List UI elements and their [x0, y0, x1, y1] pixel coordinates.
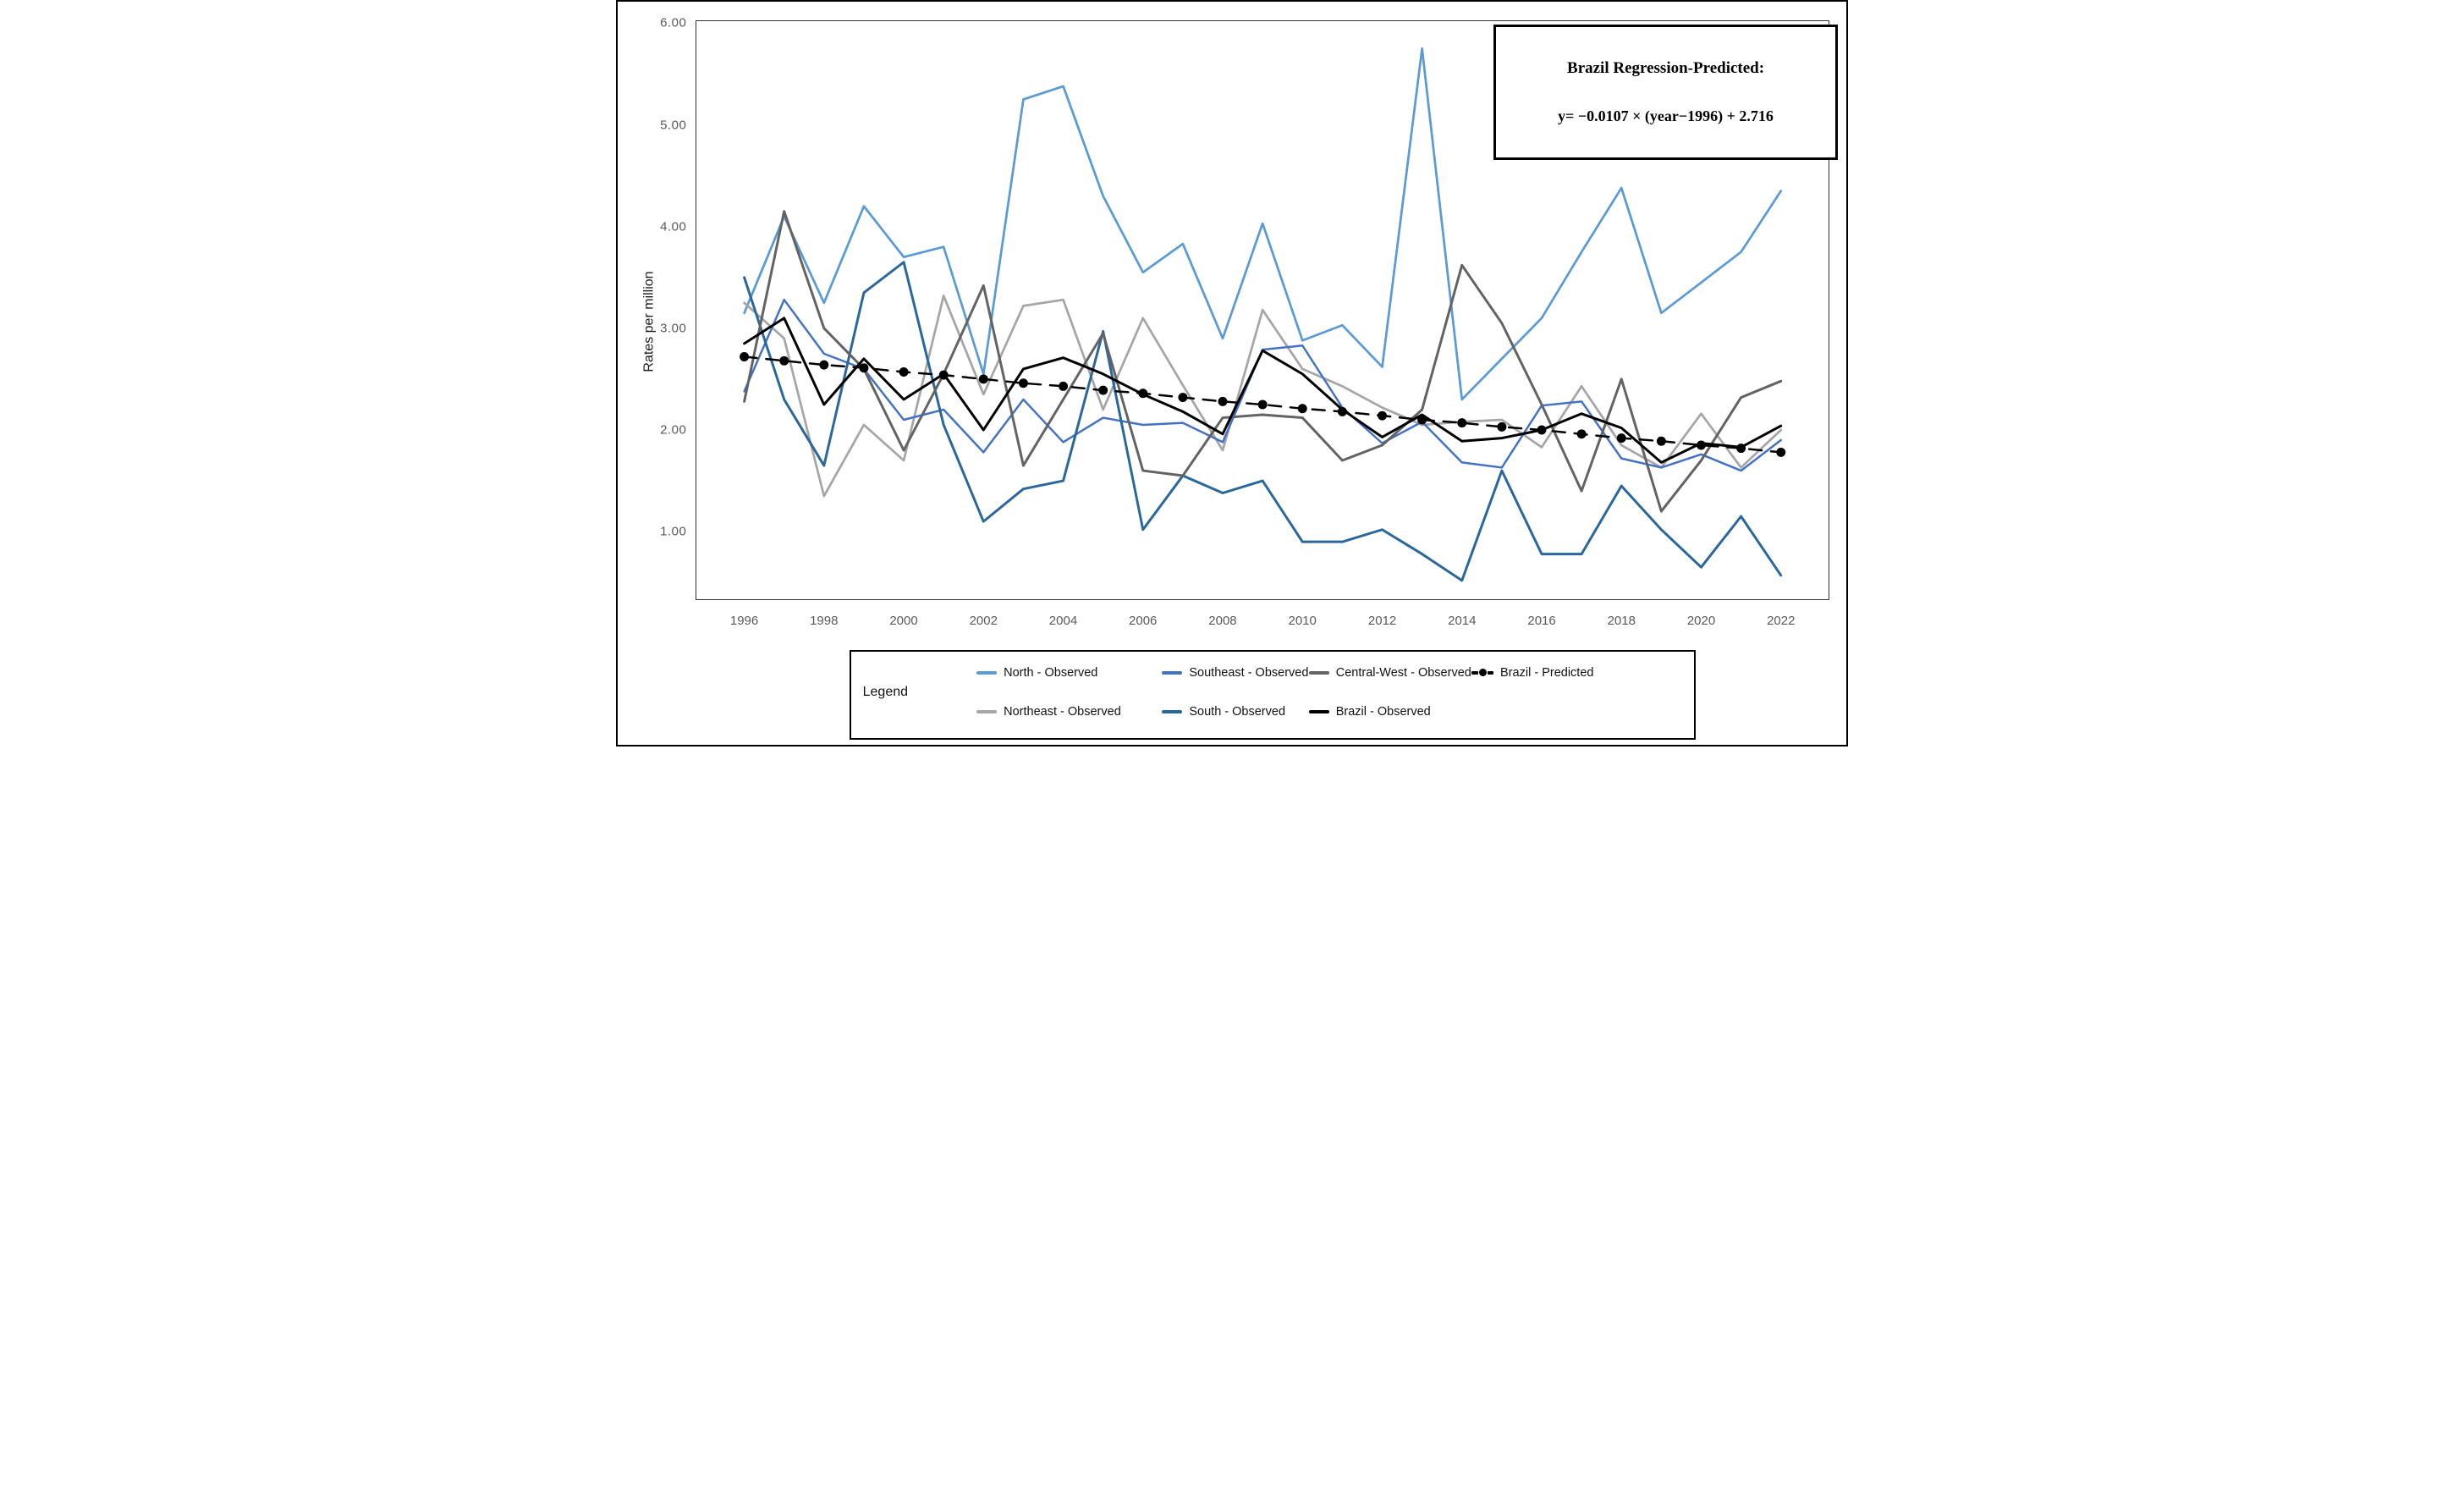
line-chart [740, 47, 1786, 582]
x-tick-label: 2018 [1607, 614, 1636, 629]
x-tick-label: 2022 [1767, 614, 1796, 629]
legend-title: Legend [862, 685, 909, 699]
predicted-marker [1257, 399, 1268, 410]
predicted-marker [1337, 406, 1347, 416]
predicted-marker [1218, 396, 1228, 406]
legend-item-central-west-observed: Central-West - Observed [1308, 665, 1471, 680]
legend-swatch-dash-dot-icon [1471, 669, 1494, 677]
x-tick-label: 2014 [1448, 614, 1477, 629]
regression-equation: y= −0.0107 × (year−1996) + 2.716 [1558, 107, 1774, 125]
x-tick-label: 2012 [1367, 614, 1397, 629]
series-line-south-observed [743, 261, 1783, 582]
legend-item-label: Central-West - Observed [1335, 665, 1471, 680]
legend-item-brazil-observed: Brazil - Observed [1308, 705, 1431, 719]
predicted-marker [779, 355, 789, 366]
legend-item-north-observed: North - Observed [976, 666, 1097, 680]
legend-swatch-line-icon [1162, 670, 1183, 675]
x-tick-label: 2010 [1288, 614, 1317, 629]
x-tick-label: 2004 [1048, 614, 1078, 629]
x-tick-label: 2008 [1208, 614, 1237, 629]
predicted-marker [899, 367, 909, 377]
legend-item-label: Southeast - Observed [1189, 665, 1309, 680]
regression-annotation-box: Brazil Regression-Predicted: y= −0.0107 … [1493, 25, 1838, 160]
predicted-marker [1497, 421, 1507, 432]
predicted-marker [1537, 425, 1547, 435]
predicted-marker [1417, 415, 1427, 425]
y-tick-label: 1.00 [660, 524, 687, 539]
predicted-marker [1098, 385, 1108, 395]
legend-item-southeast-observed: Southeast - Observed [1162, 666, 1308, 680]
series-line-north-observed [743, 47, 1783, 401]
legend-box: Legend North - Observed Southeast - Obser… [849, 650, 1697, 740]
predicted-marker [938, 370, 949, 380]
x-tick-label: 2002 [969, 614, 998, 629]
predicted-marker [1178, 393, 1188, 403]
legend-swatch-line-icon [1308, 710, 1329, 714]
predicted-marker [1297, 404, 1307, 414]
predicted-marker [1696, 440, 1706, 450]
x-tick-label: 1996 [729, 614, 759, 629]
predicted-marker [1576, 429, 1587, 439]
legend-swatch-line-icon [976, 710, 998, 714]
legend-item-label: South - Observed [1189, 705, 1286, 719]
predicted-marker [1457, 418, 1467, 428]
predicted-marker [859, 363, 869, 373]
legend-swatch-line-icon [1308, 670, 1329, 675]
y-tick-label: 6.00 [660, 15, 687, 30]
predicted-marker [978, 374, 988, 384]
y-tick-label: 5.00 [660, 118, 687, 133]
predicted-marker [1059, 381, 1069, 391]
series-line-northeast-observed [743, 295, 1783, 498]
legend-item-brazil-predicted: Brazil - Predicted [1471, 666, 1593, 680]
legend-item-south-observed: South - Observed [1162, 705, 1285, 719]
y-tick-label: 3.00 [660, 321, 687, 336]
figure: Rates per million 6.00 5.00 4.00 3.00 2.00 1.… [616, 0, 1848, 746]
predicted-marker [1138, 388, 1148, 399]
predicted-marker [1736, 443, 1746, 454]
predicted-marker [1616, 433, 1626, 443]
predicted-marker [1776, 447, 1786, 457]
legend-item-label: Brazil - Observed [1335, 705, 1431, 719]
x-tick-label: 2016 [1527, 614, 1556, 629]
y-tick-label: 4.00 [660, 219, 687, 234]
y-tick-label: 2.00 [660, 422, 687, 438]
predicted-marker [819, 360, 829, 370]
legend-swatch-line-icon [1162, 710, 1183, 714]
legend-swatch-line-icon [976, 670, 998, 675]
x-tick-label: 1998 [810, 614, 839, 629]
legend-item-northeast-observed: Northeast - Observed [976, 705, 1121, 719]
series-line-central-west-observed [743, 210, 1783, 513]
series-line-brazil-predicted [743, 355, 1782, 454]
regression-title: Brazil Regression-Predicted: [1567, 58, 1765, 77]
legend-item-label: North - Observed [1004, 665, 1098, 680]
x-tick-label: 2000 [889, 614, 918, 629]
predicted-marker [1656, 436, 1666, 446]
predicted-marker [1378, 410, 1387, 421]
predicted-marker [1018, 378, 1028, 388]
predicted-marker [740, 352, 750, 361]
x-tick-label: 2020 [1686, 614, 1716, 629]
series-line-brazil-observed [743, 317, 1783, 464]
x-tick-label: 2006 [1129, 614, 1158, 629]
legend-item-label: Northeast - Observed [1004, 705, 1121, 719]
legend-item-label: Brazil - Predicted [1500, 665, 1594, 680]
